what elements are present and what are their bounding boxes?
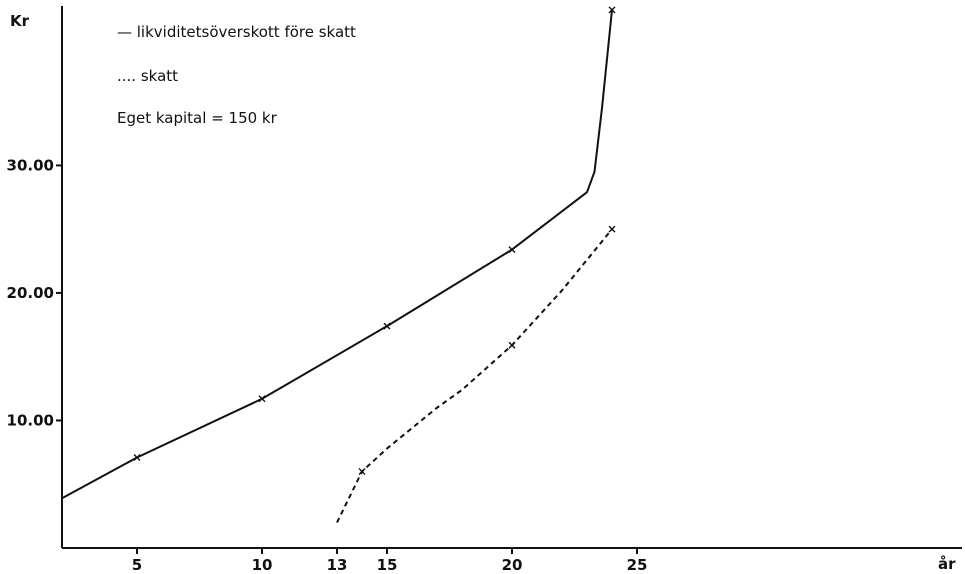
x-tick-label: 5: [132, 556, 142, 574]
x-tick-label: 20: [502, 556, 523, 574]
series-layer: [61, 6, 616, 523]
data-point-marker: [608, 225, 616, 233]
data-point-marker: [258, 395, 266, 403]
y-axis-title: Kr: [10, 12, 30, 30]
x-axis-title: år: [938, 555, 956, 573]
x-tick-label: 25: [627, 556, 648, 574]
y-tick-label: 20.00: [7, 284, 54, 302]
data-point-marker: [508, 341, 516, 349]
x-tick-label: 10: [252, 556, 273, 574]
data-point-marker: [358, 467, 366, 475]
y-tick-label: 10.00: [7, 411, 54, 429]
data-point-marker: [608, 6, 616, 14]
x-ticks: 5 10 13 15 20 25: [132, 548, 648, 574]
data-point-marker: [383, 322, 391, 330]
y-tick-label: 30.00: [7, 156, 54, 174]
axes-group: 10.00 20.00 30.00 5 10 13 15 20 25: [7, 6, 962, 574]
data-point-marker: [508, 246, 516, 254]
x-tick-label: 13: [327, 556, 348, 574]
data-point-marker: [133, 453, 141, 461]
x-tick-label: 15: [377, 556, 398, 574]
equity-annotation: Eget kapital = 150 kr: [117, 109, 278, 127]
y-ticks: 10.00 20.00 30.00: [7, 156, 62, 429]
legend: — likviditetsöverskott före skatt .... s…: [117, 23, 356, 127]
legend-entry-solid: — likviditetsöverskott före skatt: [117, 23, 356, 41]
legend-entry-dashed: .... skatt: [117, 67, 178, 85]
